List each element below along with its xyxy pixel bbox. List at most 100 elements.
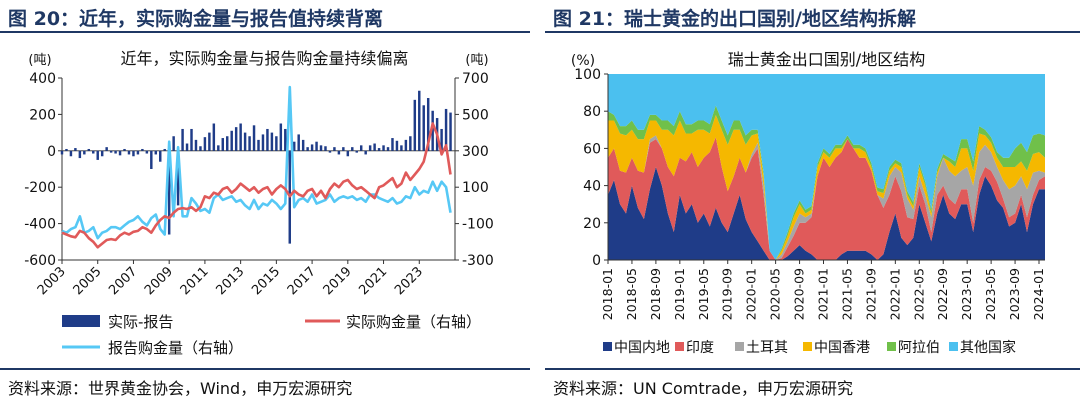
bar-actual-minus-reported xyxy=(275,136,278,151)
bar-actual-minus-reported xyxy=(346,150,350,157)
bar-actual-minus-reported xyxy=(324,146,327,151)
bar-actual-minus-reported xyxy=(96,150,99,160)
x-tick-label: 2011 xyxy=(178,264,212,298)
bar-actual-minus-reported xyxy=(248,136,251,151)
area-series-其他国家 xyxy=(608,74,1045,260)
y-tick-label: 40 xyxy=(583,179,601,195)
bar-actual-minus-reported xyxy=(319,145,323,151)
bar-actual-minus-reported xyxy=(422,105,425,151)
bar-actual-minus-reported xyxy=(333,147,336,151)
bar-actual-minus-reported xyxy=(301,139,305,151)
legend-label: 中国香港 xyxy=(814,340,870,356)
x-tick-label: 2023-01 xyxy=(959,268,974,320)
bar-actual-minus-reported xyxy=(92,150,95,154)
x-tick-label: 2022-09 xyxy=(935,268,950,320)
x-tick-label: 2021-09 xyxy=(863,268,878,320)
bar-actual-minus-reported xyxy=(409,136,412,151)
bar-actual-minus-reported xyxy=(243,132,247,151)
legend-swatch xyxy=(887,342,896,351)
bar-actual-minus-reported xyxy=(239,123,242,151)
bar-actual-minus-reported xyxy=(351,147,354,151)
bar-actual-minus-reported xyxy=(127,150,131,155)
bar-actual-minus-reported xyxy=(154,150,158,155)
bar-actual-minus-reported xyxy=(440,128,443,151)
x-tick-label: 2009 xyxy=(142,264,176,298)
bar-actual-minus-reported xyxy=(306,147,309,151)
x-tick-label: 2020-01 xyxy=(744,268,759,320)
legend-label-red: 实际购金量（右轴） xyxy=(346,313,481,331)
bar-actual-minus-reported xyxy=(418,90,421,151)
footer-rule xyxy=(0,368,530,370)
chart-title: 近年，实际购金量与报告购金量持续偏离 xyxy=(120,49,408,68)
bar-actual-minus-reported xyxy=(234,127,238,151)
bar-actual-minus-reported xyxy=(217,145,220,151)
legend-label-cyan: 报告购金量（右轴） xyxy=(108,339,243,357)
bar-actual-minus-reported xyxy=(109,150,113,153)
bar-actual-minus-reported xyxy=(359,145,363,151)
bar-actual-minus-reported xyxy=(230,130,233,151)
source-note: 资料来源：UN Comtrade，申万宏源研究 xyxy=(553,379,853,398)
bar-actual-minus-reported xyxy=(252,125,256,151)
y-tick-label: 20 xyxy=(583,216,601,232)
y-axis-unit: (%) xyxy=(571,53,595,69)
x-tick-label: 2018-05 xyxy=(624,268,639,320)
legend-label: 印度 xyxy=(686,340,714,356)
bar-actual-minus-reported xyxy=(431,110,434,151)
bar-actual-minus-reported xyxy=(310,144,314,151)
bar-actual-minus-reported xyxy=(386,147,390,151)
bar-actual-minus-reported xyxy=(118,150,122,156)
bar-actual-minus-reported xyxy=(355,150,358,153)
bar-actual-minus-reported xyxy=(69,150,73,157)
bar-actual-minus-reported xyxy=(100,150,104,157)
bar-actual-minus-reported xyxy=(364,150,367,155)
left-axis-unit: (吨) xyxy=(28,53,51,68)
x-tick-label: 2005 xyxy=(71,264,105,298)
bar-actual-minus-reported xyxy=(413,99,417,151)
bar-actual-minus-reported xyxy=(74,148,77,151)
bar-actual-minus-reported xyxy=(257,139,260,151)
x-tick-label: 2024-01 xyxy=(1031,268,1046,320)
bar-actual-minus-reported xyxy=(65,148,68,151)
legend-swatch xyxy=(675,342,684,351)
bar-actual-minus-reported xyxy=(212,123,216,151)
bar-actual-minus-reported xyxy=(194,139,198,151)
x-tick-label: 2021-01 xyxy=(816,268,831,320)
bar-actual-minus-reported xyxy=(266,128,269,151)
y-tick-label-right: 500 xyxy=(462,107,489,123)
bar-actual-minus-reported xyxy=(167,150,171,235)
y-tick-label: 60 xyxy=(583,141,601,157)
title-rule xyxy=(0,31,530,33)
bar-actual-minus-reported xyxy=(190,128,193,151)
bar-actual-minus-reported xyxy=(83,150,86,155)
bar-actual-minus-reported xyxy=(141,148,144,151)
y-tick-label-left: -400 xyxy=(24,217,56,233)
y-tick-label-right: -100 xyxy=(462,217,494,233)
bar-actual-minus-reported xyxy=(159,150,162,162)
bar-actual-minus-reported xyxy=(328,150,332,153)
y-tick-label: 80 xyxy=(583,104,601,120)
x-tick-label: 2018-01 xyxy=(600,268,615,320)
legend-swatch xyxy=(603,342,612,351)
x-tick-label: 2015 xyxy=(249,264,283,298)
bar-actual-minus-reported xyxy=(185,143,189,151)
bar-actual-minus-reported xyxy=(404,139,408,151)
y-tick-label-left: 200 xyxy=(29,107,56,123)
bar-actual-minus-reported xyxy=(87,148,91,151)
x-tick-label: 2023-09 xyxy=(1007,268,1022,320)
y-tick-label-left: -200 xyxy=(24,180,56,196)
bar-actual-minus-reported xyxy=(78,150,82,159)
y-tick-label-right: 700 xyxy=(462,71,489,87)
bar-actual-minus-reported xyxy=(163,148,166,151)
legend-label: 土耳其 xyxy=(746,340,788,356)
bar-actual-minus-reported xyxy=(60,150,64,155)
gold-purchase-chart: 近年，实际购金量与报告购金量持续偏离 (吨) (吨) -600 -400 -200 0 200… xyxy=(24,49,494,357)
x-tick-label: 2022-05 xyxy=(911,268,926,320)
bar-actual-minus-reported xyxy=(181,128,184,151)
bar-actual-minus-reported xyxy=(172,136,175,151)
x-tick-label: 2023 xyxy=(392,264,426,298)
figure-title: 图 21：瑞士黄金的出口国别/地区结构拆解 xyxy=(553,8,916,30)
figure-20-panel: 图 20：近年，实际购金量与报告值持续背离 近年，实际购金量与报告购金量持续偏离… xyxy=(0,0,530,401)
right-axis-unit: (吨) xyxy=(465,53,488,68)
bar-actual-minus-reported xyxy=(114,150,117,154)
x-tick-label: 2021 xyxy=(356,264,390,298)
